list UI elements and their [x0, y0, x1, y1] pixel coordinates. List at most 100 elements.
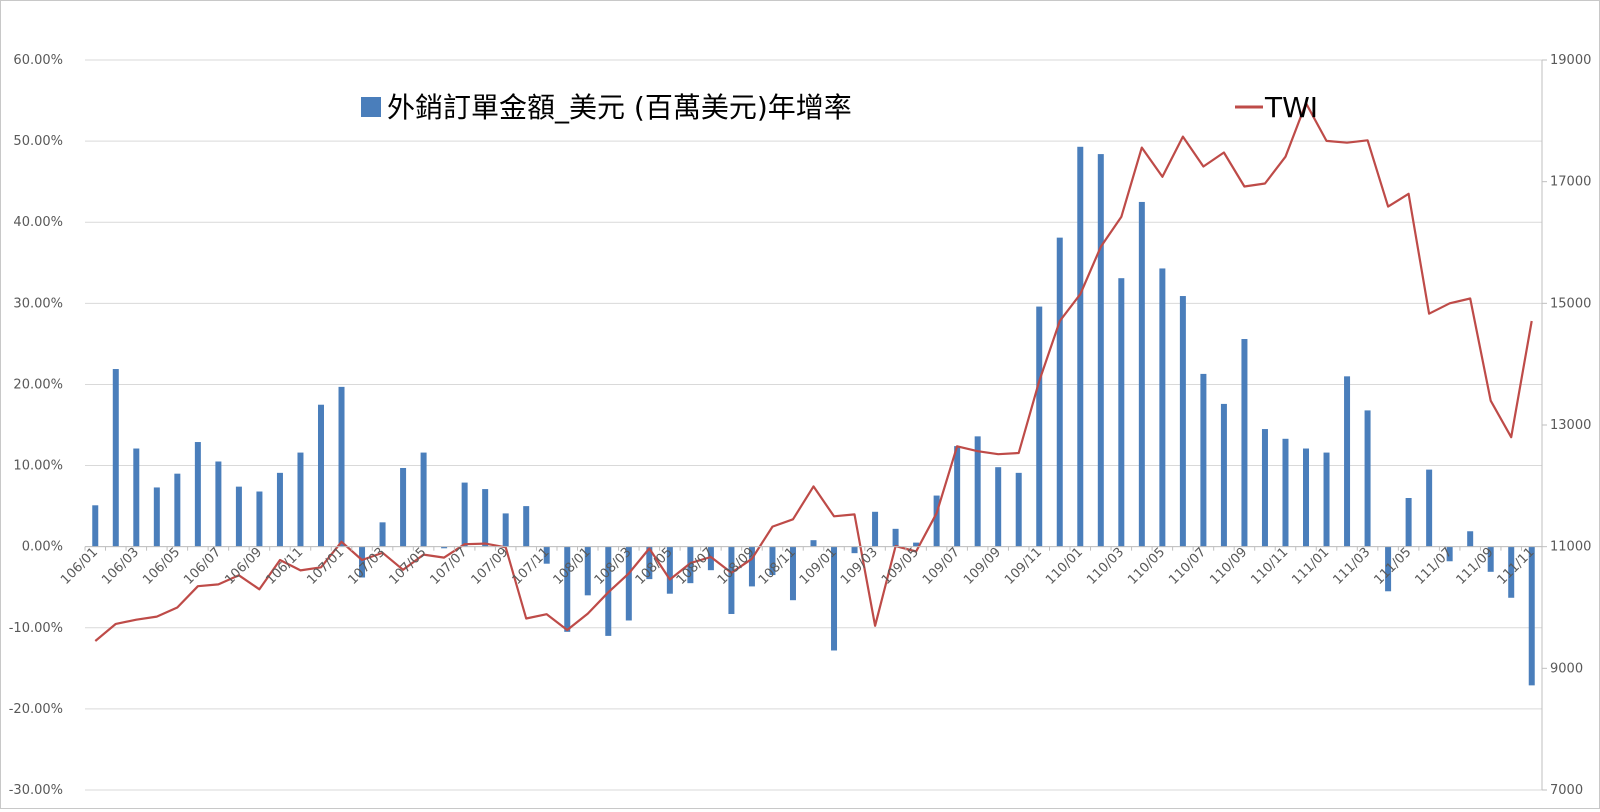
bar [831, 546, 838, 651]
bar [1220, 403, 1227, 547]
bar [1282, 438, 1289, 547]
bar [1015, 472, 1022, 547]
x-tick-label: 111/01 [1289, 545, 1332, 588]
x-tick-label: 107/07 [428, 545, 471, 588]
x-tick-label: 106/01 [58, 545, 101, 588]
right-tick-label: 7000 [1550, 783, 1583, 798]
bar [1323, 452, 1330, 547]
bar [502, 513, 509, 547]
bar [543, 546, 550, 564]
right-tick-label: 17000 [1550, 175, 1591, 190]
bar [400, 467, 407, 547]
bar [1364, 410, 1371, 547]
bar [995, 467, 1002, 547]
bar [235, 486, 242, 547]
x-tick-label: 111/07 [1413, 545, 1456, 588]
x-tick-label: 110/03 [1084, 545, 1127, 588]
bar [92, 505, 99, 547]
legend-label-bar: 外銷訂單金額_美元 (百萬美元)年增率 [387, 91, 852, 124]
bar [1467, 531, 1474, 547]
bar [954, 446, 961, 547]
x-tick-label: 107/01 [304, 545, 347, 588]
bar [256, 491, 263, 547]
bar [297, 452, 304, 547]
bar [728, 546, 735, 614]
bar [1159, 268, 1166, 547]
bar [482, 489, 489, 547]
gridlines [85, 59, 1542, 791]
twi-line-series [94, 102, 1533, 642]
right-tick-label: 15000 [1550, 296, 1591, 311]
twi-line [94, 102, 1533, 642]
bar [625, 546, 632, 621]
left-tick-label: -10.00% [9, 621, 63, 636]
left-tick-label: 40.00% [13, 215, 63, 230]
right-tick-label: 13000 [1550, 418, 1591, 433]
bar [851, 546, 858, 554]
x-tick-label: 110/05 [1125, 545, 1168, 588]
bar [1426, 469, 1433, 547]
bar [1385, 546, 1392, 592]
legend: 外銷訂單金額_美元 (百萬美元)年增率 TWI [361, 91, 1318, 124]
x-axis: 106/01106/03106/05106/07106/09106/11107/… [58, 545, 1542, 588]
x-tick-label: 110/09 [1207, 545, 1250, 588]
bar [153, 487, 160, 547]
x-tick-label: 106/09 [222, 545, 265, 588]
bar [1118, 278, 1125, 547]
bar [174, 473, 181, 547]
bar [1036, 306, 1043, 547]
bar [1303, 448, 1310, 547]
x-tick-label: 107/05 [386, 545, 429, 588]
x-tick-label: 106/11 [263, 545, 306, 588]
left-tick-label: 60.00% [13, 53, 63, 68]
bar [810, 540, 817, 547]
bar [1200, 373, 1207, 547]
bar [1097, 154, 1104, 547]
bar [1487, 546, 1494, 572]
x-tick-label: 110/01 [1043, 545, 1086, 588]
bar [1261, 429, 1268, 547]
bar [1446, 546, 1453, 562]
bar [133, 448, 140, 547]
bar [276, 472, 283, 547]
legend-label-line: TWI [1264, 91, 1318, 124]
left-tick-label: 0.00% [22, 540, 63, 555]
bar [646, 546, 653, 580]
left-tick-label: 10.00% [13, 459, 63, 474]
bar [420, 452, 427, 547]
bar-series [92, 146, 1535, 686]
bar [112, 369, 119, 547]
bar [769, 546, 776, 576]
x-tick-label: 107/09 [469, 545, 512, 588]
left-tick-label: 20.00% [13, 377, 63, 392]
x-tick-label: 110/07 [1166, 545, 1209, 588]
x-tick-label: 109/11 [1002, 545, 1045, 588]
right-axis: 7000 9000 11000 13000 15000 17000 19000 [1541, 53, 1591, 798]
bar [666, 546, 673, 594]
bar [194, 442, 201, 547]
bar [461, 482, 468, 547]
left-tick-label: -30.00% [9, 783, 63, 798]
x-tick-label: 109/05 [879, 545, 922, 588]
bar [359, 546, 366, 578]
bar [974, 436, 981, 547]
right-tick-label: 11000 [1550, 540, 1591, 555]
x-tick-label: 106/05 [140, 545, 183, 588]
bar [1179, 296, 1186, 547]
left-tick-label: -20.00% [9, 702, 63, 717]
bar [872, 511, 879, 547]
x-tick-label: 110/11 [1248, 545, 1291, 588]
bar [1528, 546, 1535, 686]
bar [379, 522, 386, 547]
bar [707, 546, 714, 571]
bar [317, 404, 324, 547]
bar [913, 542, 920, 547]
bar [338, 386, 345, 547]
x-tick-label: 109/09 [961, 545, 1004, 588]
left-tick-label: 50.00% [13, 134, 63, 149]
bar [1508, 546, 1515, 598]
bar [1138, 201, 1145, 547]
x-tick-label: 106/03 [99, 545, 142, 588]
bar [584, 546, 591, 596]
